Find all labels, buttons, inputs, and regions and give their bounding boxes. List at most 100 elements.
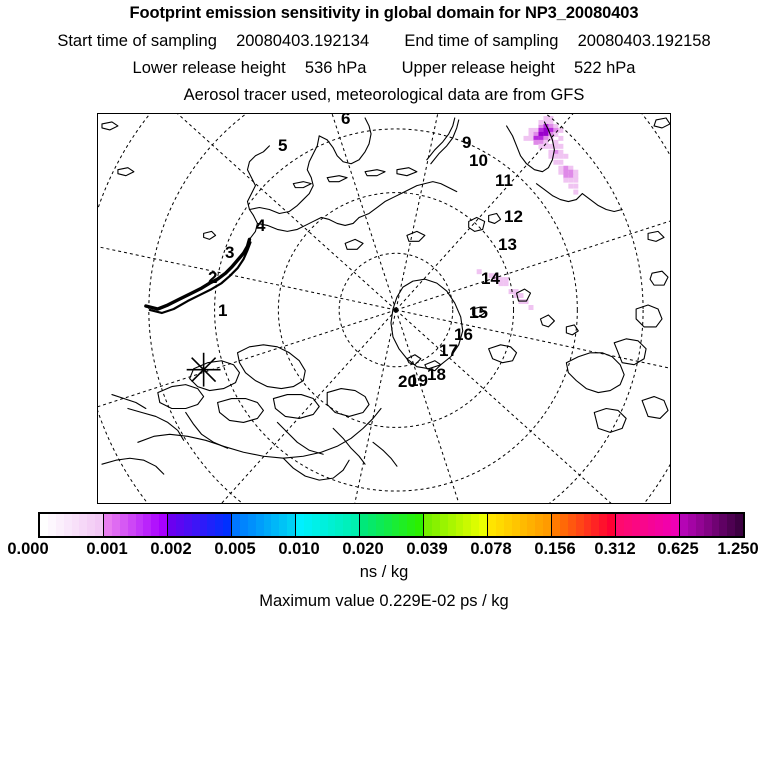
hour-label: 1: [218, 301, 228, 320]
plume-cell: [533, 135, 539, 141]
plume-cell: [533, 139, 539, 145]
colorbar-step: [647, 514, 656, 536]
plume-cell: [518, 293, 524, 299]
hour-label: 6: [341, 113, 351, 128]
colorbar-step: [135, 514, 144, 536]
colorbar-step: [407, 514, 416, 536]
colorbar-step: [527, 514, 536, 536]
colorbar-step: [199, 514, 208, 536]
hour-label: 15: [469, 303, 488, 322]
plume-cell: [523, 135, 529, 141]
colorbar-step: [463, 514, 472, 536]
plume-cell: [528, 135, 534, 141]
colorbar-step: [215, 514, 224, 536]
colorbar-step: [671, 514, 679, 536]
plume-cell: [558, 165, 564, 171]
colorbar-step: [391, 514, 400, 536]
colorbar-step: [239, 514, 248, 536]
hour-label: 2: [208, 268, 218, 287]
colorbar-step: [511, 514, 520, 536]
colorbar-step: [424, 514, 432, 536]
plume-cell: [553, 143, 559, 149]
plume-cell: [563, 169, 569, 175]
plume-cell: [558, 135, 564, 141]
release-marker-asterisk: [186, 352, 221, 387]
colorbar-step: [703, 514, 712, 536]
colorbar-step: [583, 514, 592, 536]
plume-cell: [573, 183, 579, 189]
colorbar-step: [327, 514, 336, 536]
colorbar-step: [623, 514, 632, 536]
plume-cell: [558, 127, 564, 133]
colorbar-step: [351, 514, 359, 536]
colorbar-step: [519, 514, 528, 536]
colorbar-step: [87, 514, 96, 536]
colorbar-step: [343, 514, 352, 536]
hour-label: 17: [439, 341, 458, 360]
plume-cell: [553, 127, 559, 133]
end-time-value: 20080403.192158: [577, 32, 711, 50]
colorbar-step: [415, 514, 423, 536]
plume-cell: [538, 127, 544, 133]
colorbar[interactable]: [38, 512, 745, 538]
plume-cell: [476, 269, 482, 275]
upper-release-label: Upper release height: [401, 59, 555, 77]
colorbar-step: [223, 514, 231, 536]
plume-cell: [493, 273, 499, 279]
colorbar-tick: 0.156: [534, 540, 576, 558]
colorbar-step: [503, 514, 512, 536]
colorbar-segment: [232, 514, 296, 536]
colorbar-step: [552, 514, 560, 536]
colorbar-step: [455, 514, 464, 536]
colorbar-segment: [168, 514, 232, 536]
meridian-line: [395, 114, 574, 311]
colorbar-tick: 0.010: [278, 540, 320, 558]
plume-cell: [533, 131, 539, 137]
release-height-line: Lower release height 536 hPa Upper relea…: [0, 59, 768, 78]
plume-cell: [568, 173, 574, 179]
meridian-line: [98, 309, 397, 408]
hour-label: 4: [256, 216, 266, 235]
maximum-value-label: Maximum value 0.229E-02 ps / kg: [259, 592, 509, 610]
colorbar-tick: 0.005: [214, 540, 256, 558]
plume-cell: [553, 123, 559, 129]
plume-cell: [553, 153, 559, 159]
colorbar-step: [607, 514, 615, 536]
lower-release-value: 536 hPa: [304, 59, 367, 77]
colorbar-step: [399, 514, 408, 536]
hour-label: 11: [495, 171, 513, 190]
plume-cell: [543, 115, 549, 121]
colorbar-step: [319, 514, 328, 536]
plume-cell: [558, 149, 564, 155]
map-panel[interactable]: 1 2 3 4 5 6 9 10 11 12 13 14 15 16 17 18 19 20: [97, 113, 671, 504]
colorbar-step: [168, 514, 176, 536]
plume-cell: [558, 159, 564, 165]
tracer-note: Aerosol tracer used, meteorological data…: [183, 86, 585, 104]
colorbar-tick: 0.000: [7, 540, 49, 558]
plume-cell: [543, 127, 549, 133]
hour-label: 19: [409, 371, 428, 390]
colorbar-step: [695, 514, 704, 536]
colorbar-step: [71, 514, 80, 536]
meridian-line: [177, 114, 397, 311]
hour-label: 14: [481, 269, 500, 288]
colorbar-step: [335, 514, 344, 536]
plume-cell: [573, 173, 579, 179]
plume-cell: [543, 135, 549, 141]
plume-cell: [558, 153, 564, 159]
plume-cell: [548, 149, 554, 155]
colorbar-step: [303, 514, 312, 536]
plume-cell: [573, 169, 579, 175]
plume-cell: [563, 177, 569, 183]
colorbar-step: [104, 514, 112, 536]
plume-cell: [573, 189, 579, 195]
colorbar-step: [232, 514, 240, 536]
colorbar-step: [616, 514, 624, 536]
plume-cell: [548, 131, 554, 137]
hour-label: 5: [278, 136, 288, 155]
colorbar-step: [159, 514, 167, 536]
colorbar-segment: [296, 514, 360, 536]
meridian-line: [395, 220, 670, 311]
colorbar-step: [479, 514, 487, 536]
